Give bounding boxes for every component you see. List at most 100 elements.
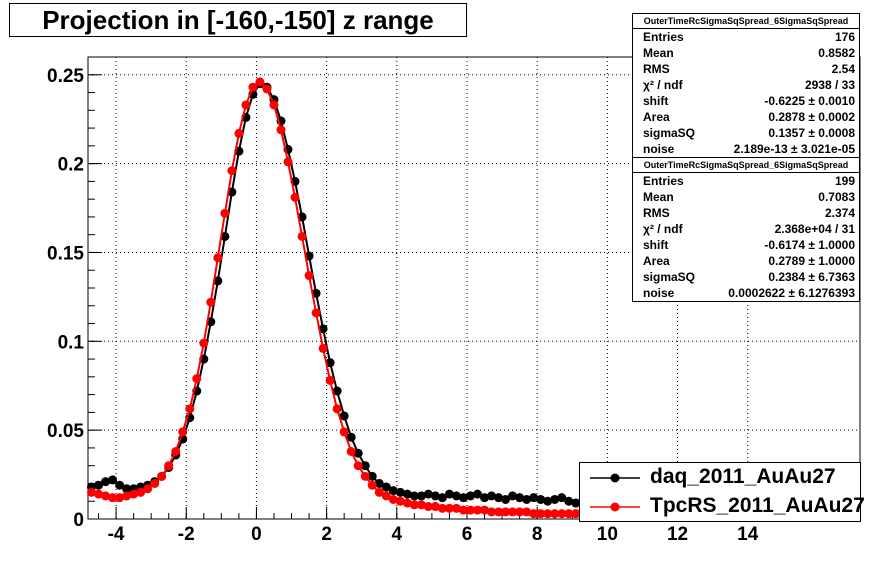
stats-value: 2.189e-13 ± 3.021e-05 <box>733 142 855 156</box>
data-point <box>465 505 475 515</box>
data-point <box>494 507 504 517</box>
data-point <box>515 507 525 517</box>
data-point <box>213 253 223 263</box>
data-point <box>171 446 181 456</box>
data-point <box>550 509 560 519</box>
stats-key: χ² / ndf <box>643 222 683 236</box>
stats-row: noise 2.189e-13 ± 3.021e-05 <box>633 141 859 157</box>
data-point <box>108 493 118 503</box>
data-point <box>115 493 125 503</box>
data-point <box>395 496 405 506</box>
stats-key: Entries <box>643 174 684 188</box>
data-point <box>437 503 447 513</box>
stats-row: shift -0.6174 ± 1.0000 <box>633 237 859 253</box>
data-point <box>423 502 433 512</box>
y-tick-label: 0 <box>73 510 84 531</box>
x-tick-label: 10 <box>597 524 618 545</box>
data-point <box>515 493 525 503</box>
stats-row: sigmaSQ 0.2384 ± 6.7363 <box>633 269 859 285</box>
data-point <box>409 491 419 501</box>
data-point <box>402 489 412 499</box>
data-point <box>115 480 125 490</box>
stats-value: 2.368e+04 / 31 <box>774 222 855 236</box>
fit-curve <box>91 80 590 515</box>
data-point <box>353 461 363 471</box>
stats-key: χ² / ndf <box>643 78 683 92</box>
data-point <box>374 478 384 488</box>
data-point <box>529 493 539 503</box>
data-point <box>487 491 497 501</box>
stats-row: RMS 2.374 <box>633 205 859 221</box>
legend-marker-tpcrs <box>590 502 640 512</box>
stats-key: Mean <box>643 190 674 204</box>
data-point <box>220 208 230 218</box>
stats-box-tpcrs: OuterTimeRcSigmaSqSpread_6SigmaSqSpread … <box>632 157 860 302</box>
data-point <box>248 82 258 92</box>
data-point <box>381 491 391 501</box>
stats-value: 0.1357 ± 0.0008 <box>768 126 855 140</box>
data-point <box>269 100 279 110</box>
data-point <box>87 487 97 497</box>
stats-row: sigmaSQ 0.1357 ± 0.0008 <box>633 125 859 141</box>
data-point <box>178 427 188 437</box>
data-point <box>409 500 419 510</box>
data-point <box>416 500 426 510</box>
data-point <box>241 100 251 110</box>
data-point <box>346 432 356 442</box>
data-point <box>339 411 349 421</box>
data-point <box>220 231 230 241</box>
data-point <box>199 338 209 348</box>
data-point <box>480 493 490 503</box>
stats-value: 2.54 <box>831 62 855 76</box>
data-point <box>480 505 490 515</box>
data-point <box>465 491 475 501</box>
data-point <box>395 487 405 497</box>
series-daq <box>87 79 595 508</box>
legend-entry-tpcrs: TpcRS_2011_AuAu27 <box>580 493 865 521</box>
stats-value: 2.374 <box>824 206 855 220</box>
stats-key: RMS <box>643 206 670 220</box>
stats-value: 0.8582 <box>818 46 855 60</box>
stats-row: χ² / ndf 2.368e+04 / 31 <box>633 221 859 237</box>
stats-value: 0.7083 <box>818 190 855 204</box>
data-point <box>458 505 468 515</box>
stats-value: -0.6174 ± 1.0000 <box>764 238 855 252</box>
data-series <box>87 77 595 519</box>
data-point <box>360 471 370 481</box>
data-point <box>318 343 328 353</box>
data-point <box>304 271 314 281</box>
stats-key: noise <box>643 286 675 300</box>
y-axis: 0 0.05 0.1 0.15 0.2 0.25 <box>47 66 102 531</box>
stats-row: Mean 0.8582 <box>633 45 859 61</box>
stats-value: 0.2878 ± 0.0002 <box>768 110 855 124</box>
data-point <box>536 494 546 504</box>
stats-value: 2938 / 33 <box>804 78 855 92</box>
stats-value: 0.2789 ± 1.0000 <box>768 254 855 268</box>
stats-key: Area <box>643 254 670 268</box>
data-point <box>360 461 370 471</box>
data-point <box>262 84 272 94</box>
data-point <box>332 386 342 396</box>
data-point <box>164 461 174 471</box>
data-point <box>276 125 286 135</box>
data-point <box>367 471 377 481</box>
data-point <box>157 471 167 481</box>
legend: daq_2011_AuAu27 TpcRS_2011_AuAu27 <box>579 462 865 522</box>
data-point <box>283 157 293 167</box>
data-point <box>451 503 461 513</box>
y-tick-label: 0.15 <box>47 243 84 264</box>
data-point <box>136 487 146 497</box>
data-point <box>571 498 581 508</box>
data-point <box>451 491 461 501</box>
data-point <box>108 475 118 485</box>
data-point <box>564 509 574 519</box>
x-tick-label: 14 <box>737 524 759 545</box>
stats-row: Area 0.2878 ± 0.0002 <box>633 109 859 125</box>
data-point <box>206 297 216 307</box>
stats-row: χ² / ndf 2938 / 33 <box>633 77 859 93</box>
stats-value: 0.0002622 ± 6.1276393 <box>728 286 855 300</box>
data-point <box>381 482 391 492</box>
data-point <box>508 507 518 517</box>
data-point <box>416 491 426 501</box>
data-point <box>325 375 335 385</box>
